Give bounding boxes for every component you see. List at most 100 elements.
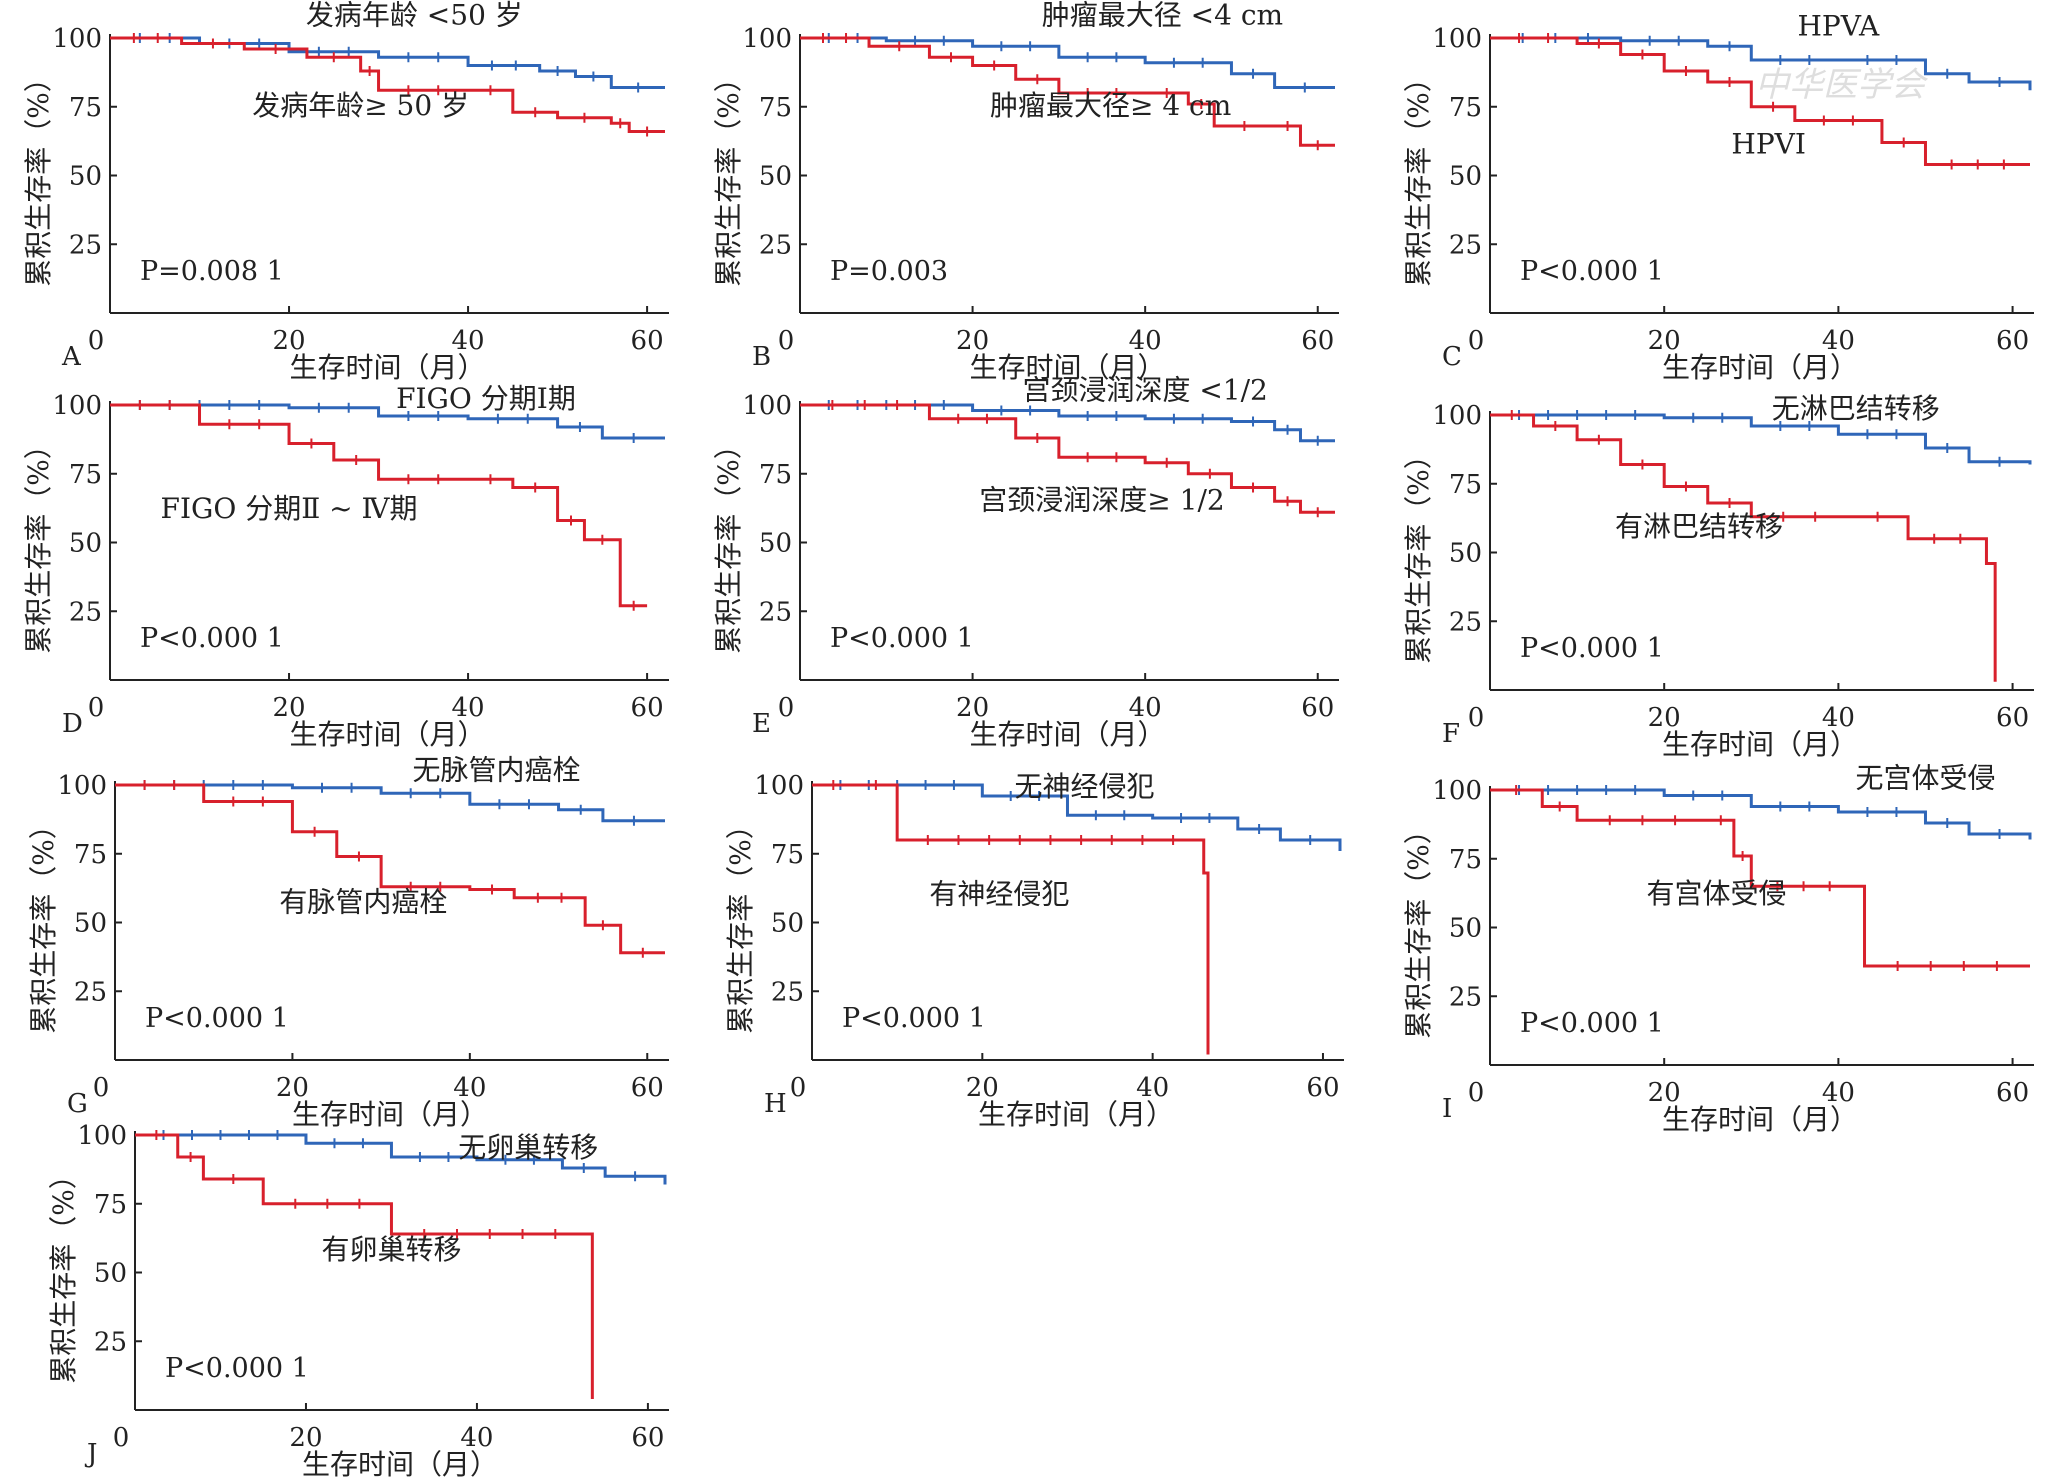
y-tick-label: 100: [52, 24, 102, 54]
km-panel-j: 100 75 50 25 0 20 40 60 生存时间（月） 累积生存率（%） J P<0.000 …: [47, 1121, 669, 1481]
x-tick-label: 20: [272, 693, 305, 723]
x-tick-label: 0: [88, 693, 105, 723]
y-tick-label: 50: [69, 162, 102, 192]
series-line-blue: [1490, 788, 2032, 840]
series-line-red: [110, 403, 648, 608]
p-value-label: P<0.000 1: [842, 1003, 986, 1034]
x-tick-label: 20: [289, 1423, 322, 1453]
x-tick-label: 0: [93, 1073, 110, 1103]
y-tick-label: 100: [52, 391, 102, 421]
p-value-label: P<0.000 1: [1520, 633, 1664, 664]
y-tick-label: 100: [1432, 24, 1482, 54]
y-tick-label: 25: [69, 230, 102, 260]
y-tick-label: 50: [1449, 539, 1482, 569]
p-value-label: P<0.000 1: [1520, 1008, 1664, 1039]
x-tick-label: 60: [1996, 1078, 2029, 1108]
x-tick-label: 60: [631, 1423, 664, 1453]
y-axis-label: 累积生存率（%）: [22, 64, 55, 287]
x-tick-label: 40: [1822, 703, 1855, 733]
x-tick-label: 20: [956, 326, 989, 356]
series-label-red: 有宫体受侵: [1646, 877, 1786, 910]
x-tick-label: 20: [1648, 1078, 1681, 1108]
series-line-blue: [800, 36, 1335, 89]
y-tick-label: 50: [759, 529, 792, 559]
y-tick-label: 75: [94, 1190, 127, 1220]
series-line-blue: [800, 403, 1335, 443]
y-tick-label: 75: [1449, 845, 1482, 875]
x-axis-label: 生存时间（月）: [1662, 351, 1858, 384]
x-axis-label: 生存时间（月）: [978, 1098, 1174, 1131]
series-line-red: [115, 783, 665, 955]
x-axis-label: 生存时间（月）: [292, 1098, 488, 1131]
y-axis-label: 累积生存率（%）: [47, 1161, 80, 1384]
series-label-red: HPVI: [1731, 128, 1806, 161]
x-axis-label: 生存时间（月）: [289, 351, 485, 384]
x-tick-label: 40: [1129, 693, 1162, 723]
series-line-blue: [135, 1133, 667, 1185]
series-label-red: 有脉管内癌栓: [279, 886, 447, 919]
watermark-text: 中华医学会: [1755, 65, 1929, 105]
x-tick-label: 0: [1468, 703, 1485, 733]
y-tick-label: 75: [759, 460, 792, 490]
km-panel-e: 100 75 50 25 0 20 40 60 生存时间（月） 累积生存率（%） E P<0.000 …: [712, 374, 1339, 751]
y-tick-label: 25: [1449, 982, 1482, 1012]
x-tick-label: 60: [1301, 693, 1334, 723]
x-tick-label: 0: [778, 326, 795, 356]
km-panel-b: 100 75 50 25 0 20 40 60 生存时间（月） 累积生存率（%） B P=0.003 肿…: [712, 0, 1339, 384]
y-tick-label: 75: [69, 93, 102, 123]
y-tick-label: 100: [754, 771, 804, 801]
series-label-red: 发病年龄≥ 50 岁: [252, 89, 469, 122]
y-tick-label: 25: [74, 977, 107, 1007]
x-tick-label: 60: [631, 326, 664, 356]
y-axis-label: 累积生存率（%）: [1402, 64, 1435, 287]
y-tick-label: 50: [94, 1259, 127, 1289]
y-tick-label: 25: [69, 597, 102, 627]
p-value-label: P<0.000 1: [1520, 256, 1664, 287]
p-value-label: P=0.003: [830, 256, 948, 287]
x-axis-label: 生存时间（月）: [289, 718, 485, 751]
series-label-blue: 无脉管内癌栓: [412, 754, 580, 787]
y-tick-label: 50: [1449, 914, 1482, 944]
panel-letter: D: [62, 709, 83, 739]
y-tick-label: 50: [1449, 162, 1482, 192]
series-label-blue: 肿瘤最大径 <4 cm: [1042, 0, 1283, 31]
km-panel-f: 100 75 50 25 0 20 40 60 生存时间（月） 累积生存率（%） F P<0.000 …: [1402, 392, 2034, 761]
y-tick-label: 100: [1432, 776, 1482, 806]
panel-letter: I: [1442, 1094, 1452, 1124]
series-line-blue: [1490, 413, 2032, 465]
x-axis-label: 生存时间（月）: [969, 718, 1165, 751]
p-value-label: P<0.000 1: [145, 1003, 289, 1034]
panel-letter: F: [1442, 719, 1460, 749]
x-tick-label: 40: [1136, 1073, 1169, 1103]
x-tick-label: 0: [790, 1073, 807, 1103]
series-label-blue: 无神经侵犯: [1015, 770, 1155, 803]
series-label-blue: FIGO 分期Ⅰ期: [396, 382, 576, 415]
series-label-red: FIGO 分期Ⅱ ~ Ⅳ期: [161, 492, 418, 525]
km-panel-c: 100 75 50 25 0 20 40 60 生存时间（月） 累积生存率（%） C P<0.000 …: [1402, 9, 2034, 384]
y-tick-label: 50: [74, 909, 107, 939]
x-axis-label: 生存时间（月）: [1662, 1103, 1858, 1136]
p-value-label: P<0.000 1: [140, 623, 284, 654]
series-label-red: 宫颈浸润深度≥ 1/2: [979, 484, 1224, 517]
p-value-label: P=0.008 1: [140, 256, 284, 287]
x-tick-label: 0: [778, 693, 795, 723]
series-label-red: 有淋巴结转移: [1615, 510, 1783, 543]
y-tick-label: 75: [74, 840, 107, 870]
x-tick-label: 40: [1129, 326, 1162, 356]
series-line-blue: [812, 783, 1342, 851]
x-tick-label: 20: [1648, 326, 1681, 356]
panel-letter: A: [61, 342, 82, 372]
series-line-red: [1490, 413, 1997, 682]
x-tick-label: 40: [460, 1423, 493, 1453]
y-tick-label: 25: [759, 230, 792, 260]
series-label-blue: 发病年龄 <50 岁: [306, 0, 523, 31]
x-tick-label: 20: [276, 1073, 309, 1103]
x-tick-label: 20: [966, 1073, 999, 1103]
y-axis-label: 累积生存率（%）: [27, 811, 60, 1034]
panel-letter: C: [1442, 342, 1462, 372]
series-line-red: [135, 1133, 594, 1399]
x-tick-label: 40: [453, 1073, 486, 1103]
series-label-blue: 宫颈浸润深度 <1/2: [1022, 374, 1267, 407]
panel-letter: E: [752, 709, 771, 739]
y-tick-label: 25: [759, 597, 792, 627]
